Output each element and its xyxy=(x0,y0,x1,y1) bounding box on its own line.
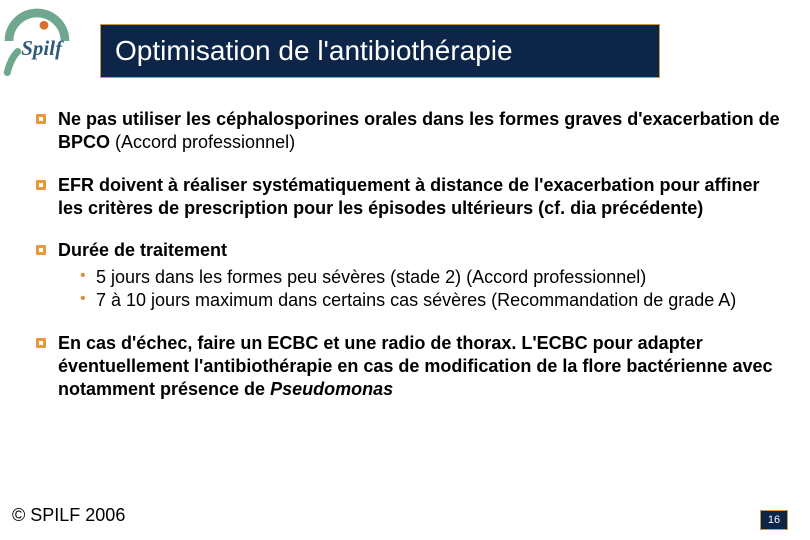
slide: Spilf Optimisation de l'antibiothérapie … xyxy=(0,0,810,540)
svg-text:Spilf: Spilf xyxy=(21,36,64,60)
title-box: Optimisation de l'antibiothérapie xyxy=(100,24,660,78)
slide-title: Optimisation de l'antibiothérapie xyxy=(115,35,513,67)
sub-bullet-item: 5 jours dans les formes peu sévères (sta… xyxy=(58,266,782,289)
body-content: Ne pas utiliser les céphalosporines oral… xyxy=(36,108,782,421)
footer-copyright: © SPILF 2006 xyxy=(12,505,125,526)
bullet-text: Durée de traitement xyxy=(58,240,227,260)
bullet-item: EFR doivent à réaliser systématiquement … xyxy=(36,174,782,220)
bullet-item: En cas d'échec, faire un ECBC et une rad… xyxy=(36,332,782,401)
page-number: 16 xyxy=(760,510,788,530)
sub-bullets: 5 jours dans les formes peu sévères (sta… xyxy=(58,266,782,312)
spilf-logo: Spilf xyxy=(2,6,72,76)
bullet-item: Durée de traitement 5 jours dans les for… xyxy=(36,239,782,312)
sub-bullet-item: 7 à 10 jours maximum dans certains cas s… xyxy=(58,289,782,312)
bullet-item: Ne pas utiliser les céphalosporines oral… xyxy=(36,108,782,154)
